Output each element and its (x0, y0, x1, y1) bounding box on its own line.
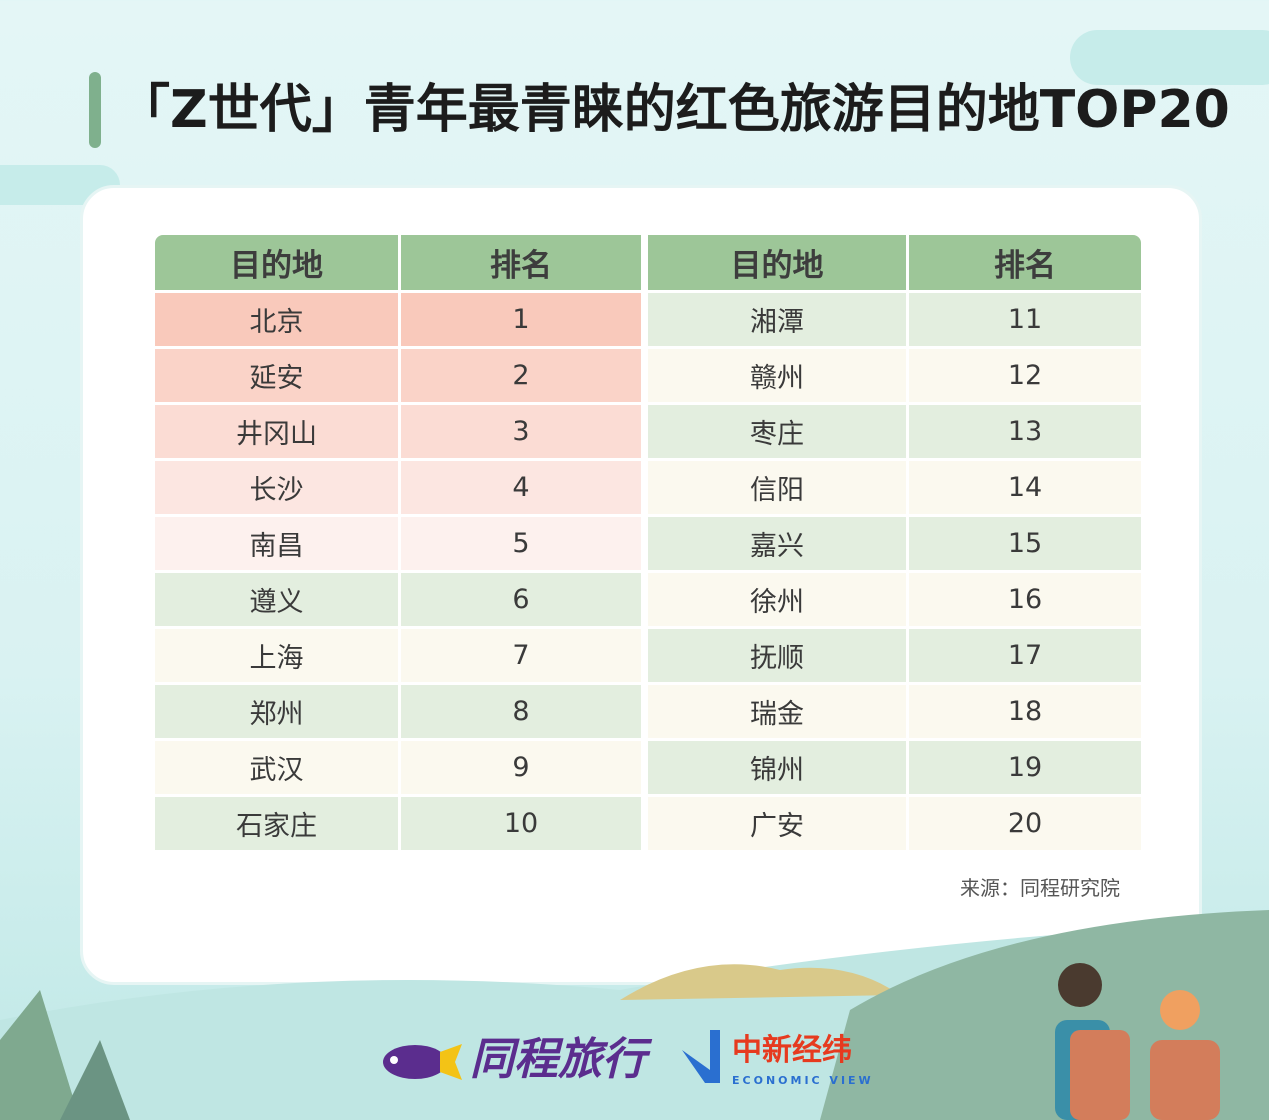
destination-cell: 北京 (155, 293, 398, 346)
destination-cell: 广安 (648, 797, 906, 850)
destination-cell: 上海 (155, 629, 398, 682)
rank-cell: 13 (909, 405, 1141, 458)
zhongxin-logo-english: ECONOMIC VIEW (732, 1074, 874, 1087)
destination-cell: 武汉 (155, 741, 398, 794)
destination-cell: 嘉兴 (648, 517, 906, 570)
destination-cell: 长沙 (155, 461, 398, 514)
rank-cell: 3 (401, 405, 641, 458)
destination-cell: 抚顺 (648, 629, 906, 682)
rank-cell: 14 (909, 461, 1141, 514)
destination-cell: 枣庄 (648, 405, 906, 458)
header-destination: 目的地 (155, 235, 398, 290)
landscape-illustration (0, 910, 1269, 1120)
destination-cell: 南昌 (155, 517, 398, 570)
destination-cell: 瑞金 (648, 685, 906, 738)
title-accent-bar (89, 72, 101, 148)
rank-cell: 1 (401, 293, 641, 346)
destination-cell: 徐州 (648, 573, 906, 626)
destination-cell: 锦州 (648, 741, 906, 794)
rank-cell: 7 (401, 629, 641, 682)
rank-cell: 12 (909, 349, 1141, 402)
page-title: 「Z世代」青年最青睐的红色旅游目的地TOP20 (118, 80, 1230, 140)
zhongxin-logo-icon (682, 1030, 720, 1083)
rank-cell: 6 (401, 573, 641, 626)
zhongxin-logo-text: 中新经纬 (732, 1033, 852, 1068)
source-note: 来源：同程研究院 (960, 876, 1120, 900)
destination-cell: 井冈山 (155, 405, 398, 458)
rank-cell: 11 (909, 293, 1141, 346)
destination-cell: 石家庄 (155, 797, 398, 850)
tongcheng-logo-icon (383, 1044, 462, 1080)
rank-cell: 4 (401, 461, 641, 514)
rank-cell: 15 (909, 517, 1141, 570)
destination-cell: 遵义 (155, 573, 398, 626)
rank-cell: 2 (401, 349, 641, 402)
rank-cell: 18 (909, 685, 1141, 738)
rank-cell: 8 (401, 685, 641, 738)
header-rank: 排名 (909, 235, 1141, 290)
rank-cell: 17 (909, 629, 1141, 682)
rank-cell: 20 (909, 797, 1141, 850)
header-rank: 排名 (401, 235, 641, 290)
rank-cell: 19 (909, 741, 1141, 794)
rank-cell: 5 (401, 517, 641, 570)
destination-cell: 湘潭 (648, 293, 906, 346)
rank-cell: 9 (401, 741, 641, 794)
rank-cell: 10 (401, 797, 641, 850)
cloud-decoration (1070, 30, 1269, 85)
rank-cell: 16 (909, 573, 1141, 626)
header-destination: 目的地 (648, 235, 906, 290)
destination-cell: 郑州 (155, 685, 398, 738)
destination-cell: 赣州 (648, 349, 906, 402)
destination-cell: 延安 (155, 349, 398, 402)
tongcheng-logo-text: 同程旅行 (470, 1034, 646, 1085)
destination-cell: 信阳 (648, 461, 906, 514)
